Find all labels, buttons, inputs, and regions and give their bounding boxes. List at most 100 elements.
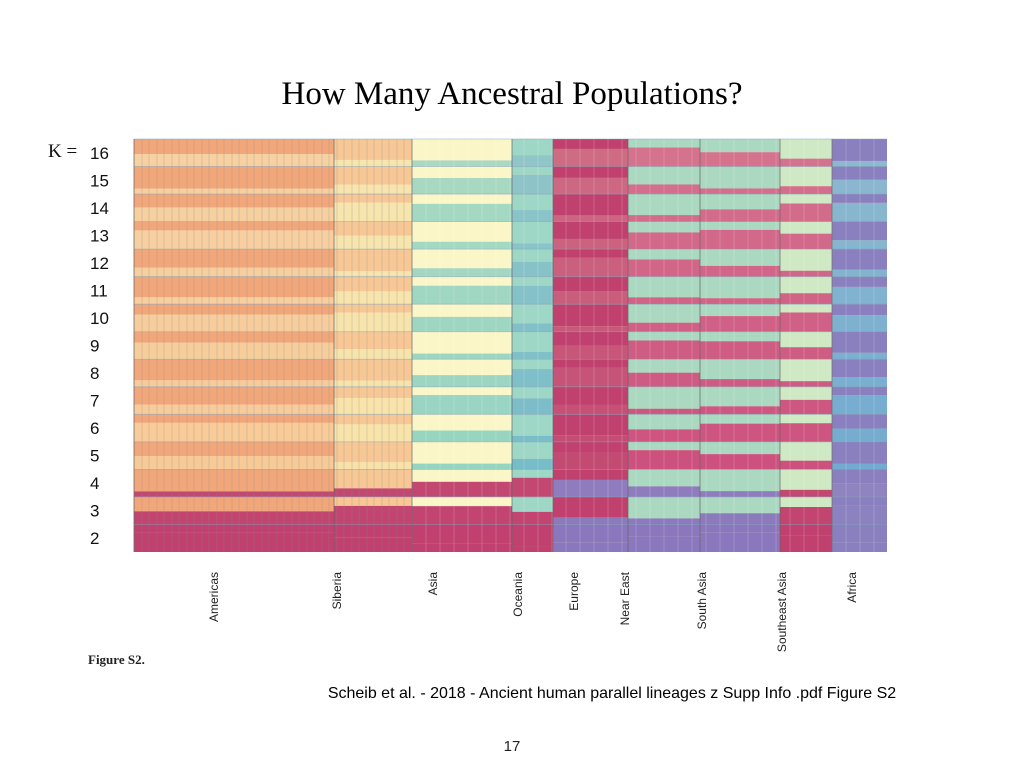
admixture-band <box>780 304 832 313</box>
admixture-band <box>334 469 412 489</box>
admixture-band <box>700 379 780 387</box>
admixture-band <box>512 261 553 277</box>
admixture-band <box>134 304 334 315</box>
admixture-band <box>780 469 832 490</box>
admixture-band <box>628 331 700 341</box>
slide-title: How Many Ancestral Populations? <box>281 76 743 112</box>
region-label: Africa <box>845 572 859 603</box>
admixture-band <box>553 414 628 436</box>
admixture-band <box>334 194 412 203</box>
caption: Scheib et al. - 2018 - Ancient human par… <box>327 685 897 702</box>
admixture-band <box>700 221 780 230</box>
admixture-band <box>700 265 780 277</box>
admixture-band <box>832 414 887 429</box>
admixture-band <box>700 513 780 525</box>
admixture-band <box>700 276 780 299</box>
admixture-band <box>628 194 700 216</box>
admixture-band <box>553 276 628 292</box>
admixture-band <box>334 359 412 381</box>
admixture-band <box>134 267 334 277</box>
region-label: Europe <box>567 572 581 611</box>
admixture-band <box>512 304 553 324</box>
region-label: Near East <box>618 571 632 625</box>
k-tick-label: 6 <box>90 419 99 438</box>
admixture-band <box>134 188 334 195</box>
admixture-band <box>553 435 628 442</box>
admixture-band <box>512 166 553 175</box>
admixture-band <box>334 488 412 497</box>
admixture-band <box>412 469 512 482</box>
admixture-band <box>700 166 780 189</box>
admixture-band <box>553 441 628 453</box>
k-tick-label: 15 <box>90 171 109 190</box>
admixture-band <box>628 536 700 552</box>
admixture-band <box>334 139 412 160</box>
admixture-band <box>412 524 512 544</box>
admixture-band <box>780 331 832 348</box>
admixture-band <box>780 423 832 442</box>
admixture-band <box>553 404 628 415</box>
admixture-band <box>412 276 512 286</box>
admixture-band <box>512 210 553 222</box>
admixture-band <box>553 139 628 149</box>
admixture-band <box>412 316 512 332</box>
admixture-band <box>628 276 700 298</box>
admixture-band <box>553 166 628 178</box>
admixture-band <box>512 496 553 512</box>
admixture-band <box>700 209 780 222</box>
admixture-band <box>700 331 780 342</box>
k-prefix-label: K = <box>48 141 78 162</box>
admixture-band <box>700 496 780 514</box>
admixture-band <box>832 359 887 378</box>
admixture-band <box>780 496 832 508</box>
admixture-band <box>832 496 887 506</box>
admixture-band <box>134 154 334 167</box>
k-tick-label: 2 <box>90 529 99 548</box>
admixture-band <box>700 423 780 442</box>
admixture-band <box>628 414 700 430</box>
admixture-band <box>700 229 780 250</box>
admixture-band <box>334 414 412 425</box>
admixture-band <box>334 276 412 292</box>
admixture-band <box>334 271 412 277</box>
admixture-band <box>780 166 832 187</box>
admixture-band <box>780 203 832 222</box>
k-tick-label: 10 <box>90 309 109 328</box>
admixture-band <box>553 517 628 525</box>
admixture-band <box>334 462 412 470</box>
admixture-band <box>553 221 628 239</box>
admixture-band <box>512 323 553 332</box>
admixture-band <box>412 178 512 195</box>
admixture-band <box>512 351 553 360</box>
admixture-band <box>628 469 700 487</box>
k-tick-label: 5 <box>90 447 99 466</box>
admixture-band <box>412 241 512 250</box>
admixture-band <box>412 543 512 552</box>
admixture-band <box>134 532 334 552</box>
admixture-band <box>780 186 832 195</box>
k-tick-label: 9 <box>90 337 99 356</box>
admixture-band <box>334 159 412 167</box>
admixture-band <box>832 377 887 387</box>
admixture-band <box>412 386 512 396</box>
admixture-band <box>412 139 512 161</box>
admixture-band <box>628 450 700 470</box>
k-tick-label: 16 <box>90 144 109 163</box>
admixture-band <box>412 249 512 269</box>
admixture-band <box>780 312 832 332</box>
admixture-band <box>334 249 412 272</box>
admixture-band <box>780 359 832 382</box>
admixture-band <box>553 177 628 195</box>
admixture-band <box>553 249 628 258</box>
admixture-band <box>553 367 628 387</box>
admixture-band <box>553 359 628 368</box>
admixture-band <box>134 469 334 492</box>
admixture-band <box>700 152 780 167</box>
admixture-band <box>134 230 334 250</box>
admixture-band <box>512 139 553 156</box>
admixture-band <box>134 207 334 222</box>
admixture-band <box>832 249 887 270</box>
admixture-band <box>700 414 780 424</box>
admixture-band <box>412 166 512 179</box>
